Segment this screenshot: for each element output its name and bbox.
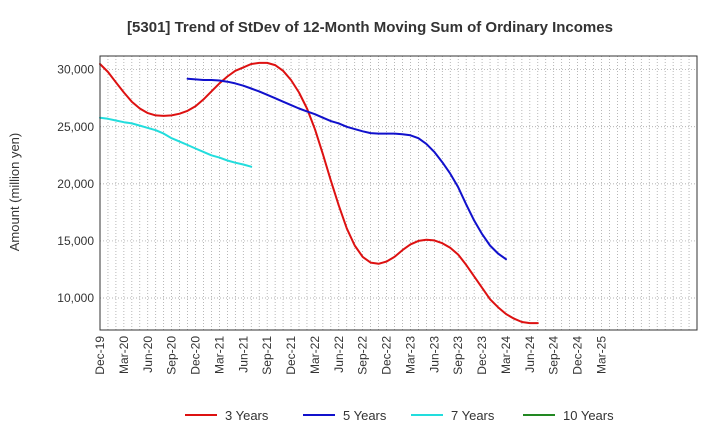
x-tick-label: Dec-21 [284,336,298,375]
series-line-7-years [99,116,253,168]
y-tick-label: 15,000 [57,234,94,248]
x-tick-label: Jun-23 [427,336,441,373]
legend-label-7-years: 7 Years [451,408,495,423]
y-tick-label: 25,000 [57,120,94,134]
x-tick-label: Mar-21 [212,336,226,374]
x-tick-label: Jun-22 [332,336,346,373]
x-tick-label: Jun-24 [523,336,537,373]
series-line-3-years [99,61,539,325]
y-tick-label: 10,000 [57,291,94,305]
plot-frame [99,55,698,331]
chart-title: [5301] Trend of StDev of 12-Month Moving… [127,19,613,36]
x-tick-label: Mar-24 [499,336,513,374]
legend-label-3-years: 3 Years [225,408,269,423]
y-tick-labels: 10,000 15,000 20,000 25,000 30,000 [57,63,94,305]
grid [100,56,697,330]
y-tick-label: 30,000 [57,63,94,77]
series-lines [99,61,539,325]
x-tick-label: Mar-23 [403,336,417,374]
y-tick-label: 20,000 [57,177,94,191]
x-tick-label: Dec-23 [475,336,489,375]
x-tick-labels: Dec-19 Mar-20 Jun-20 Sep-20 Dec-20 Mar-21 Jun-… [93,336,608,375]
x-tick-label: Dec-20 [189,336,203,375]
x-tick-label: Mar-25 [594,336,608,374]
x-tick-label: Sep-22 [356,336,370,375]
x-tick-label: Sep-20 [165,336,179,375]
x-tick-label: Sep-24 [547,336,561,375]
series-line-5-years [186,77,507,261]
legend: 3 Years 5 Years 7 Years 10 Years [185,408,614,423]
x-tick-label: Dec-22 [380,336,394,375]
x-tick-label: Dec-19 [93,336,107,375]
legend-label-10-years: 10 Years [563,408,614,423]
x-tick-label: Mar-20 [117,336,131,374]
legend-label-5-years: 5 Years [343,408,387,423]
y-axis-label: Amount (million yen) [7,133,22,252]
x-tick-label: Mar-22 [308,336,322,374]
x-tick-label: Jun-20 [141,336,155,373]
x-tick-label: Sep-21 [260,336,274,375]
x-tick-label: Dec-24 [571,336,585,375]
x-tick-label: Jun-21 [236,336,250,373]
x-tick-label: Sep-23 [451,336,465,375]
